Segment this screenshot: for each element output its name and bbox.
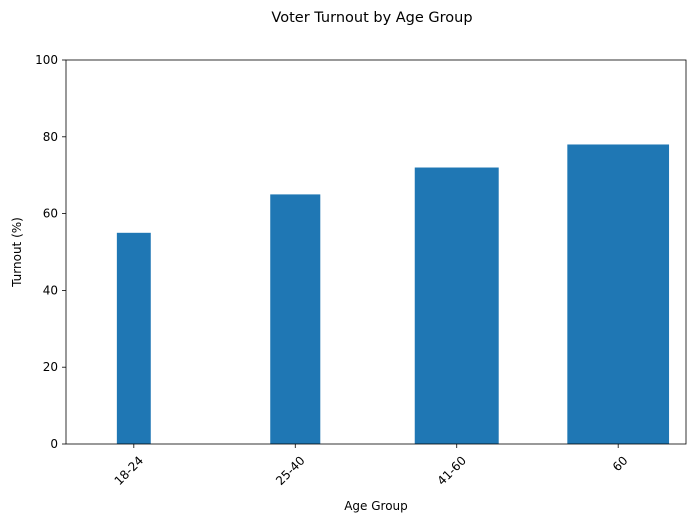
- bar-60: [567, 144, 670, 445]
- y-tick-label: 0: [50, 437, 58, 451]
- x-tick-label: 60: [610, 453, 631, 474]
- bars-group: [116, 144, 670, 445]
- x-axis-title: Age Group: [344, 499, 408, 513]
- y-axis-title: Turnout (%): [10, 217, 24, 288]
- plot-frame: [65, 59, 687, 445]
- y-tick-label: 20: [43, 360, 58, 374]
- y-tick-label: 100: [35, 53, 58, 67]
- x-tick-label: 41-60: [435, 453, 470, 488]
- y-tick-label: 60: [43, 207, 58, 221]
- y-tick-label: 80: [43, 130, 58, 144]
- y-axis: 0 20 40 60 80 100: [35, 53, 66, 451]
- x-axis: 18-24 25-40 41-60 60: [112, 444, 631, 488]
- y-tick-label: 40: [43, 283, 58, 297]
- bar-18-24: [116, 232, 151, 444]
- bar-25-40: [270, 194, 321, 444]
- x-tick-label: 18-24: [112, 453, 147, 488]
- chart-title: Voter Turnout by Age Group: [271, 10, 472, 26]
- x-tick-label: 25-40: [273, 453, 308, 488]
- bar-41-60: [414, 167, 499, 444]
